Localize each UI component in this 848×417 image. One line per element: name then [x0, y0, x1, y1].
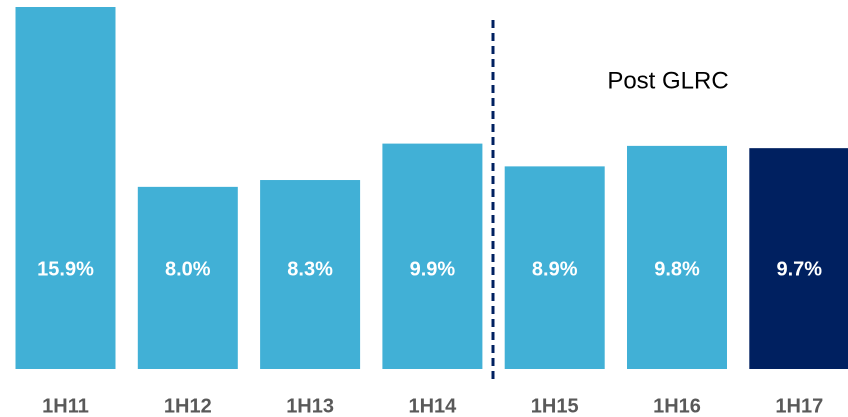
- x-tick-label: 1H11: [42, 395, 89, 417]
- bar: [504, 166, 605, 369]
- annotation: Post GLRC: [607, 67, 728, 94]
- x-tick-label: 1H14: [408, 395, 457, 417]
- bar: [749, 148, 848, 369]
- bar: [382, 143, 483, 369]
- bar: [627, 145, 727, 369]
- value-label: 15.9%: [37, 258, 94, 280]
- x-tick-label: 1H15: [531, 395, 579, 417]
- value-label: 8.0%: [165, 258, 211, 280]
- value-label: 9.8%: [654, 258, 700, 280]
- x-tick-label: 1H17: [775, 395, 823, 417]
- bar: [137, 186, 238, 369]
- value-label: 8.3%: [287, 258, 333, 280]
- x-tick-label: 1H16: [653, 395, 701, 417]
- value-label: 9.9%: [410, 258, 456, 280]
- value-label: 9.7%: [777, 258, 823, 280]
- value-label: 8.9%: [532, 258, 578, 280]
- x-tick-label: 1H12: [164, 395, 212, 417]
- bar: [260, 180, 361, 369]
- x-tick-label: 1H13: [286, 395, 334, 417]
- bar: [15, 7, 116, 369]
